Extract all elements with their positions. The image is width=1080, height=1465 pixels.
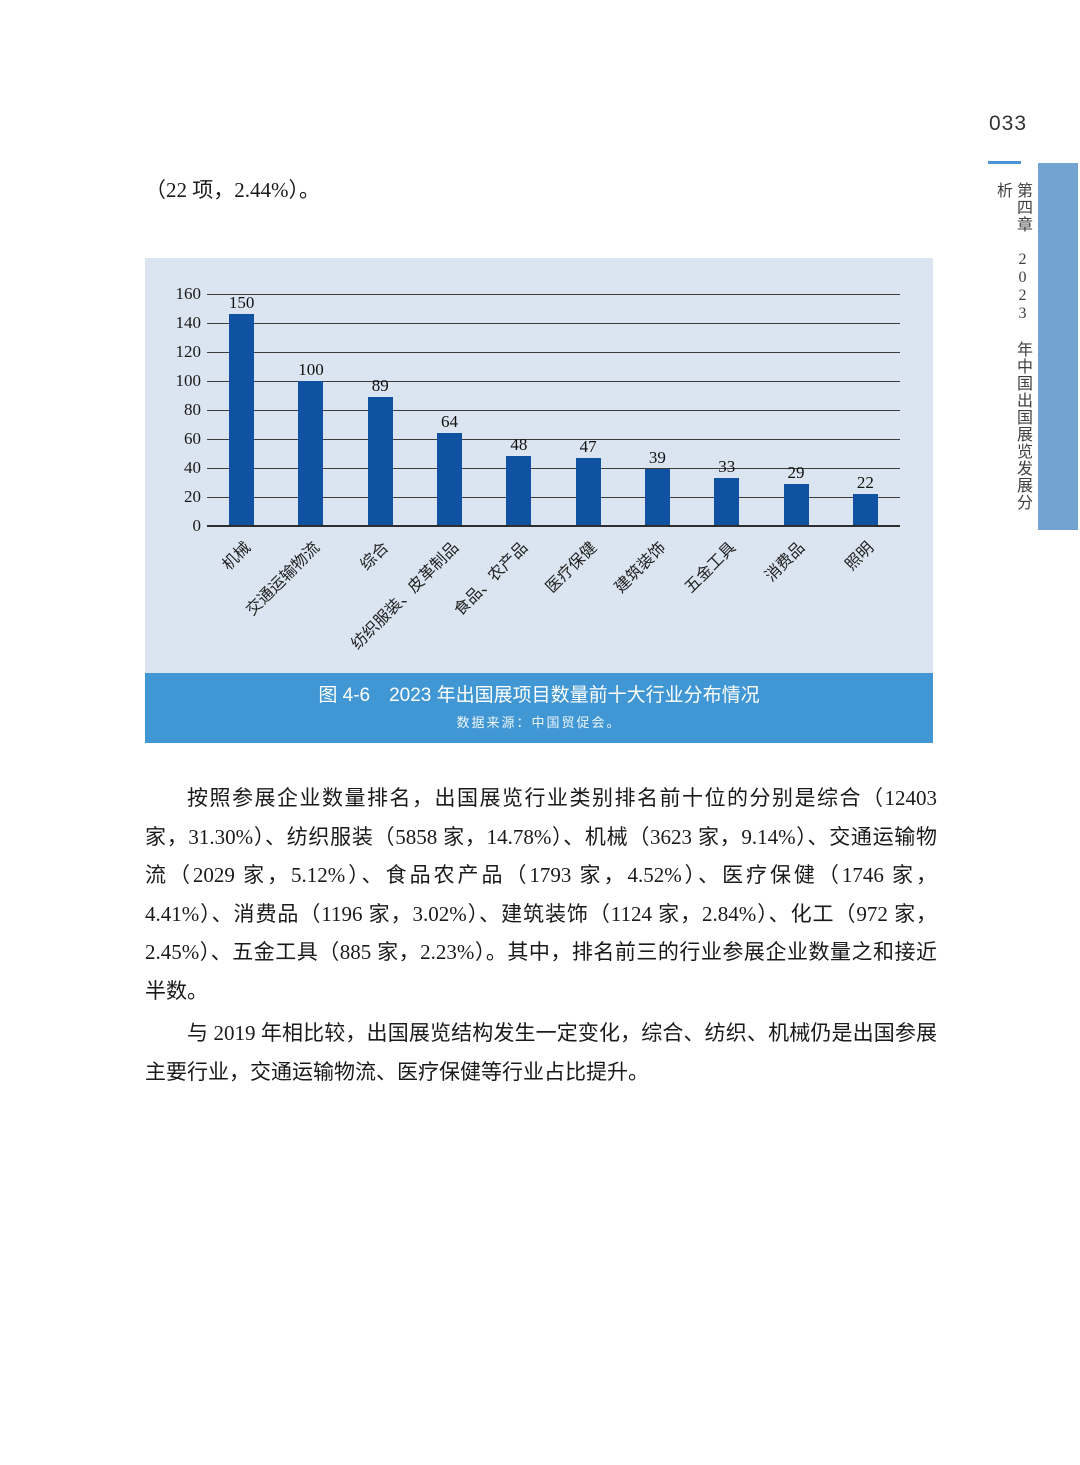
y-axis-tick-label: 80 [184, 400, 201, 419]
page-number-divider [988, 161, 1021, 164]
y-axis-labels: 0 20 40 60 80 100 120 140 160 [145, 285, 202, 535]
bar-value-label: 48 [510, 435, 528, 455]
bar [437, 433, 463, 526]
x-axis-label: 消费品 [762, 539, 809, 586]
x-axis-label: 机械 [219, 539, 254, 574]
x-axis-label: 五金工具 [681, 539, 740, 597]
gridline [207, 294, 900, 295]
bar [229, 314, 255, 526]
x-axis-label: 医疗保健 [543, 539, 601, 597]
bar-slot: 33 [692, 294, 761, 526]
x-axis-label: 建筑装饰 [612, 539, 670, 597]
bar-value-label: 22 [856, 473, 874, 493]
x-axis-label: 照明 [842, 539, 878, 574]
bars-row: 150 100 89 64 48 47 39 33 29 22 [207, 294, 900, 526]
bar-slot: 150 [207, 294, 276, 526]
x-axis-label: 综合 [357, 539, 393, 574]
bar-value-label: 89 [371, 375, 389, 395]
paragraph: 按照参展企业数量排名，出国展览行业类别排名前十位的分别是综合（12403 家，3… [145, 786, 937, 1003]
gridline [207, 323, 900, 324]
bar-slot: 89 [346, 294, 415, 526]
x-axis-label: 交通运输物流 [243, 539, 324, 620]
gridline [207, 468, 900, 469]
bar-value-label: 64 [441, 412, 459, 432]
bar-slot: 48 [484, 294, 553, 526]
bar [852, 494, 878, 526]
y-axis-tick-label: 140 [175, 313, 202, 332]
figure-caption: 图 4-6 2023 年出国展项目数量前十大行业分布情况 [318, 685, 760, 706]
chapter-label: 第四章 [1014, 182, 1031, 233]
bar [575, 457, 601, 526]
gridline [207, 410, 900, 411]
paragraph-fragment: （22 项，2.44%）。 [145, 178, 320, 202]
bar-slot: 100 [276, 294, 345, 526]
gridline [207, 439, 900, 440]
bar-value-label: 100 [298, 360, 324, 379]
sidebar-accent-bar [1038, 163, 1078, 530]
y-axis-tick-label: 160 [175, 284, 202, 303]
y-axis-tick-label: 40 [184, 458, 201, 477]
gridline [207, 497, 900, 498]
bar-slot: 39 [623, 294, 692, 526]
chapter-title: 2023 年中国出国展览发展分析 [994, 182, 1031, 511]
y-axis-tick-label: 0 [192, 516, 202, 535]
gridline [207, 381, 900, 382]
bar-value-label: 29 [787, 462, 805, 482]
x-axis-line [207, 525, 900, 527]
bar [783, 483, 809, 526]
bar [714, 478, 740, 526]
figure-data-source: 数据来源：中国贸促会。 [456, 715, 622, 730]
figure-caption-bar: 图 4-6 2023 年出国展项目数量前十大行业分布情况 数据来源：中国贸促会。 [145, 673, 933, 743]
x-axis-labels: 机械 交通运输物流 综合 纺织服装、皮革制品 食品、农产品 医疗保健 建筑装饰 五金工具 消费品… [207, 526, 900, 673]
y-axis-tick-label: 120 [175, 342, 202, 361]
bar [367, 396, 393, 526]
page-number: 033 [989, 112, 1028, 135]
chapter-sidebar-title: 第四章2023 年中国出国展览发展分析 [992, 182, 1032, 512]
bar-slot: 64 [415, 294, 484, 526]
paragraph: 与 2019 年相比较，出国展览结构发生一定变化，综合、纺织、机械仍是出国参展主… [145, 1021, 937, 1084]
bar-slot: 22 [831, 294, 900, 526]
bar-slot: 47 [553, 294, 622, 526]
y-axis-tick-label: 100 [175, 371, 202, 390]
bar-value-label: 39 [648, 448, 666, 468]
bar-slot: 29 [761, 294, 830, 526]
y-axis-tick-label: 60 [184, 429, 201, 448]
bar-value-label: 150 [228, 293, 255, 312]
gridlines [207, 294, 900, 526]
bar-value-label: 33 [718, 457, 736, 477]
bar-value-label: 47 [579, 436, 597, 456]
y-axis-tick-label: 20 [184, 487, 201, 506]
body-text: 按照参展企业数量排名，出国展览行业类别排名前十位的分别是综合（12403 家，3… [145, 779, 937, 1091]
bar [506, 456, 532, 526]
bar-chart-panel: 0 20 40 60 80 100 120 140 160 150 100 89 64 48 47 39 33… [145, 258, 933, 673]
gridline [207, 352, 900, 353]
plot-area: 150 100 89 64 48 47 39 33 29 22 [207, 294, 900, 527]
bar [298, 381, 324, 526]
bar [644, 469, 670, 526]
